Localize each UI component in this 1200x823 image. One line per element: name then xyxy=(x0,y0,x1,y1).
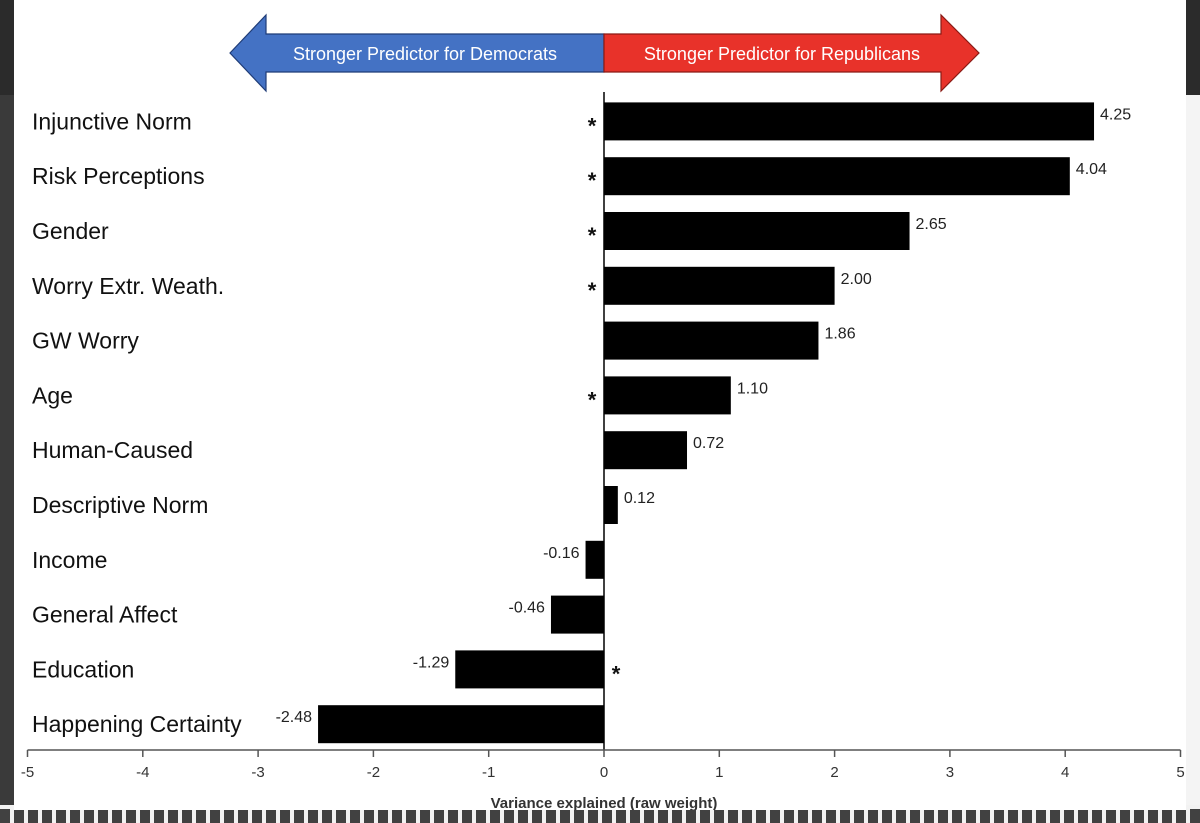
category-label: Injunctive Norm xyxy=(32,108,192,134)
significance-star: * xyxy=(588,223,597,248)
background-slide-right xyxy=(1186,95,1200,805)
significance-star: * xyxy=(588,113,597,138)
x-tick-label: -5 xyxy=(21,764,34,781)
value-labels: 4.25 4.04 2.65 2.00 1.86 1.10 0.72 0.12 -0.16 -0.… xyxy=(276,106,1132,726)
bar-worry-extr-weath- xyxy=(604,266,835,305)
significance-star: * xyxy=(612,661,621,686)
bar-chart: Stronger Predictor for Democrats Stronge… xyxy=(21,13,1185,812)
arrow-republicans-label: Stronger Predictor for Republicans xyxy=(644,44,920,64)
value-label: -0.46 xyxy=(508,600,545,617)
x-tick-label: -4 xyxy=(136,764,149,781)
category-label: Risk Perceptions xyxy=(32,163,205,189)
x-tick-label: 0 xyxy=(600,764,608,781)
bar-income xyxy=(585,540,604,579)
significance-markers: * * * * * * xyxy=(588,113,621,686)
value-label: -0.16 xyxy=(543,545,580,562)
category-label: Worry Extr. Weath. xyxy=(32,273,224,299)
category-label: Education xyxy=(32,656,134,682)
bar-education xyxy=(455,650,604,689)
arrow-republicans xyxy=(603,13,980,93)
x-tick-label: 4 xyxy=(1061,764,1069,781)
x-tick-label: 1 xyxy=(715,764,723,781)
bar-risk-perceptions xyxy=(604,157,1070,196)
bar-gender xyxy=(604,212,910,250)
bar-injunctive-norm xyxy=(604,102,1095,141)
category-label: Income xyxy=(32,547,107,573)
bar-human-caused xyxy=(604,431,688,470)
significance-star: * xyxy=(588,278,597,303)
chart-figure: Stronger Predictor for Democrats Stronge… xyxy=(14,0,1186,812)
direction-arrows: Stronger Predictor for Democrats Stronge… xyxy=(229,13,980,93)
significance-star: * xyxy=(588,387,597,412)
value-label: 4.25 xyxy=(1100,106,1131,123)
x-axis: -5 -4 -3 -2 -1 0 1 2 3 4 5 xyxy=(21,92,1185,781)
category-label: Happening Certainty xyxy=(32,711,242,737)
value-label: 2.00 xyxy=(841,271,872,288)
category-label: GW Worry xyxy=(32,328,139,354)
bar-age xyxy=(604,376,731,415)
x-tick-label: 5 xyxy=(1176,764,1184,781)
value-label: 1.86 xyxy=(824,326,855,343)
value-label: -2.48 xyxy=(276,709,313,726)
x-tick-label: 3 xyxy=(946,764,954,781)
value-label: 1.10 xyxy=(737,380,768,397)
value-label: 0.72 xyxy=(693,435,724,452)
category-label: General Affect xyxy=(32,602,178,628)
category-label: Age xyxy=(32,382,73,408)
value-label: -1.29 xyxy=(413,654,450,671)
value-label: 2.65 xyxy=(916,216,947,233)
value-label: 0.12 xyxy=(624,490,655,507)
x-tick-label: -2 xyxy=(367,764,380,781)
bar-general-affect xyxy=(550,595,604,634)
bar-gw-worry xyxy=(604,321,819,360)
x-axis-title: Variance explained (raw weight) xyxy=(491,795,718,810)
category-label: Descriptive Norm xyxy=(32,492,208,518)
x-tick-label: -3 xyxy=(251,764,264,781)
category-labels: Injunctive Norm Risk Perceptions Gender Wor… xyxy=(32,108,242,737)
category-label: Human-Caused xyxy=(32,437,193,463)
x-tick-label: 2 xyxy=(830,764,838,781)
bar-happening-certainty xyxy=(318,705,604,744)
x-tick-label: -1 xyxy=(482,764,495,781)
value-label: 4.04 xyxy=(1076,161,1107,178)
significance-star: * xyxy=(588,168,597,193)
bar-descriptive-norm xyxy=(604,486,618,524)
background-caption-fragment xyxy=(0,809,1200,823)
category-label: Gender xyxy=(32,218,109,244)
arrow-democrats-label: Stronger Predictor for Democrats xyxy=(293,44,557,64)
bars-group xyxy=(318,102,1095,744)
